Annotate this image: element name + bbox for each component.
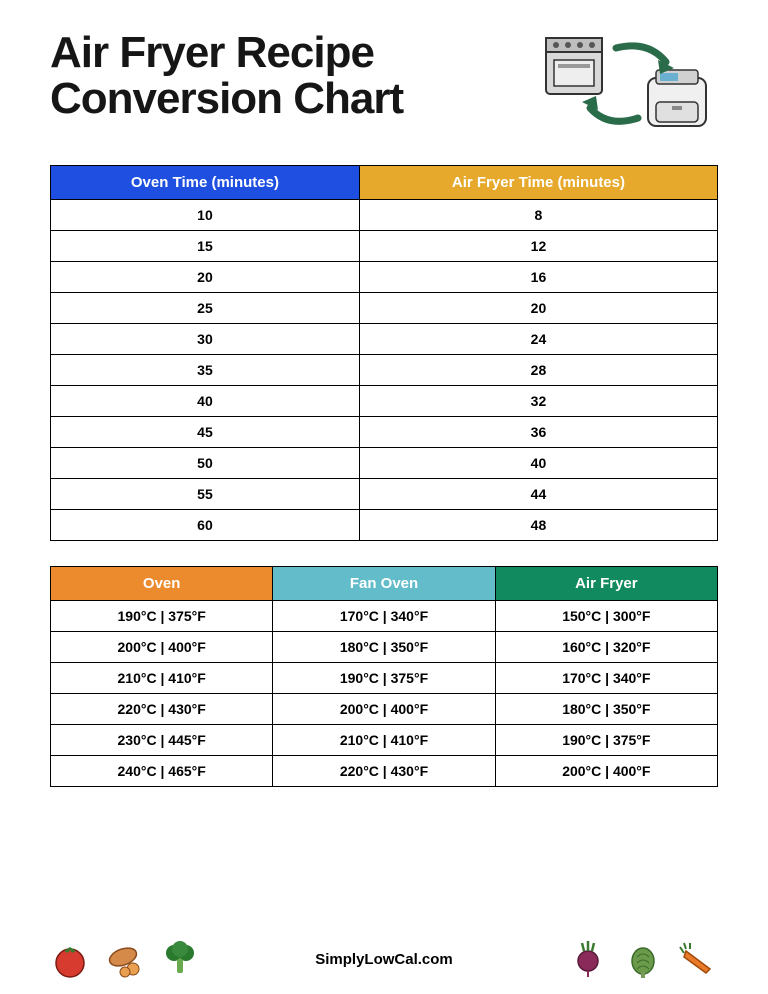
table-cell: 40 — [51, 386, 360, 417]
table-cell: 230°C | 445°F — [51, 725, 273, 756]
beet-icon — [568, 939, 608, 979]
table-cell: 8 — [359, 200, 717, 231]
table-row: 1512 — [51, 231, 718, 262]
table-row: 230°C | 445°F210°C | 410°F190°C | 375°F — [51, 725, 718, 756]
table-cell: 50 — [51, 448, 360, 479]
table-cell: 36 — [359, 417, 717, 448]
table-row: 4536 — [51, 417, 718, 448]
column-header: Fan Oven — [273, 567, 495, 601]
veg-group-left — [50, 939, 200, 979]
table-row: 2520 — [51, 293, 718, 324]
column-header: Air Fryer — [495, 567, 717, 601]
table-cell: 180°C | 350°F — [273, 632, 495, 663]
table-cell: 210°C | 410°F — [51, 663, 273, 694]
table-row: 190°C | 375°F170°C | 340°F150°C | 300°F — [51, 601, 718, 632]
table-row: 210°C | 410°F190°C | 375°F170°C | 340°F — [51, 663, 718, 694]
table-cell: 12 — [359, 231, 717, 262]
table-cell: 240°C | 465°F — [51, 756, 273, 787]
carrot-icon — [678, 939, 718, 979]
table-cell: 28 — [359, 355, 717, 386]
oven-icon — [546, 38, 602, 94]
sweet-potato-icon — [105, 939, 145, 979]
table-cell: 160°C | 320°F — [495, 632, 717, 663]
footer: SimplyLowCal.com — [50, 939, 718, 979]
tomato-icon — [50, 939, 90, 979]
table-cell: 60 — [51, 510, 360, 541]
table-cell: 170°C | 340°F — [273, 601, 495, 632]
table-cell: 20 — [51, 262, 360, 293]
table-cell: 200°C | 400°F — [51, 632, 273, 663]
table-row: 3024 — [51, 324, 718, 355]
table-cell: 10 — [51, 200, 360, 231]
page-title: Air Fryer Recipe Conversion Chart — [50, 30, 528, 122]
artichoke-icon — [623, 939, 663, 979]
site-credit: SimplyLowCal.com — [315, 951, 453, 968]
table-cell: 190°C | 375°F — [495, 725, 717, 756]
table-cell: 180°C | 350°F — [495, 694, 717, 725]
table-row: 220°C | 430°F200°C | 400°F180°C | 350°F — [51, 694, 718, 725]
time-conversion-table: Oven Time (minutes)Air Fryer Time (minut… — [50, 165, 718, 541]
table-cell: 24 — [359, 324, 717, 355]
title-line-2: Conversion Chart — [50, 74, 403, 123]
table-cell: 16 — [359, 262, 717, 293]
table-cell: 190°C | 375°F — [51, 601, 273, 632]
title-line-1: Air Fryer Recipe — [50, 28, 374, 77]
table-row: 5040 — [51, 448, 718, 479]
table-cell: 48 — [359, 510, 717, 541]
appliance-swap-graphic — [538, 30, 718, 140]
table-cell: 220°C | 430°F — [273, 756, 495, 787]
table-cell: 35 — [51, 355, 360, 386]
table-cell: 190°C | 375°F — [273, 663, 495, 694]
table-cell: 15 — [51, 231, 360, 262]
broccoli-icon — [160, 939, 200, 979]
table-cell: 25 — [51, 293, 360, 324]
table-row: 5544 — [51, 479, 718, 510]
column-header: Oven Time (minutes) — [51, 166, 360, 200]
table-cell: 200°C | 400°F — [273, 694, 495, 725]
table-row: 6048 — [51, 510, 718, 541]
table-cell: 32 — [359, 386, 717, 417]
table-row: 240°C | 465°F220°C | 430°F200°C | 400°F — [51, 756, 718, 787]
table-cell: 45 — [51, 417, 360, 448]
table-cell: 55 — [51, 479, 360, 510]
table-cell: 170°C | 340°F — [495, 663, 717, 694]
table-cell: 44 — [359, 479, 717, 510]
table-cell: 30 — [51, 324, 360, 355]
column-header: Oven — [51, 567, 273, 601]
temperature-conversion-table: OvenFan OvenAir Fryer 190°C | 375°F170°C… — [50, 566, 718, 787]
air-fryer-icon — [648, 70, 706, 126]
veg-group-right — [568, 939, 718, 979]
table-cell: 20 — [359, 293, 717, 324]
table-cell: 40 — [359, 448, 717, 479]
table-cell: 220°C | 430°F — [51, 694, 273, 725]
table-cell: 150°C | 300°F — [495, 601, 717, 632]
table-row: 108 — [51, 200, 718, 231]
table-cell: 200°C | 400°F — [495, 756, 717, 787]
column-header: Air Fryer Time (minutes) — [359, 166, 717, 200]
table-row: 2016 — [51, 262, 718, 293]
table-row: 200°C | 400°F180°C | 350°F160°C | 320°F — [51, 632, 718, 663]
table-row: 4032 — [51, 386, 718, 417]
table-row: 3528 — [51, 355, 718, 386]
table-cell: 210°C | 410°F — [273, 725, 495, 756]
